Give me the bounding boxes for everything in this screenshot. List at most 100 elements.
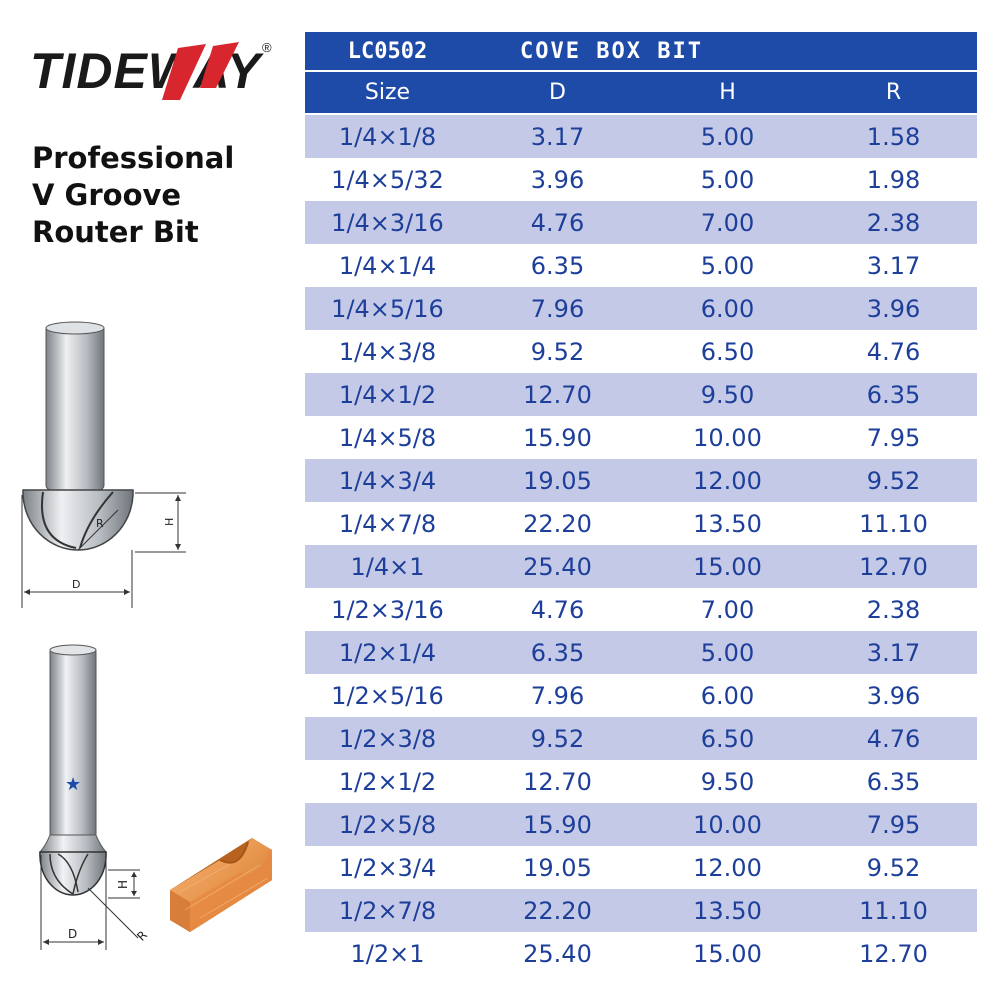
cell-size: 1/2×7/8 <box>305 889 470 932</box>
cell-size: 1/4×3/4 <box>305 459 470 502</box>
cell-d: 3.96 <box>470 158 645 201</box>
cell-h: 13.50 <box>645 502 810 545</box>
cell-d: 9.52 <box>470 330 645 373</box>
table-row: 1/4×1/8 3.17 5.00 1.58 <box>305 114 978 158</box>
table-row: 1/4×5/16 7.96 6.00 3.96 <box>305 287 978 330</box>
cell-d: 3.17 <box>470 114 645 158</box>
table-row: 1/2×1/4 6.35 5.00 3.17 <box>305 631 978 674</box>
cell-r: 7.95 <box>810 803 978 846</box>
cell-h: 7.00 <box>645 588 810 631</box>
cell-size: 1/4×5/32 <box>305 158 470 201</box>
table-row: 1/4×3/4 19.05 12.00 9.52 <box>305 459 978 502</box>
column-header-r: R <box>810 71 978 115</box>
cell-r: 3.96 <box>810 287 978 330</box>
registered-mark: ® <box>262 40 272 55</box>
column-header-size: Size <box>305 71 470 115</box>
wood-cove-profile <box>170 838 272 932</box>
cell-d: 22.20 <box>470 502 645 545</box>
cell-h: 6.00 <box>645 674 810 717</box>
table-row: 1/2×5/16 7.96 6.00 3.96 <box>305 674 978 717</box>
cell-r: 2.38 <box>810 588 978 631</box>
cell-h: 15.00 <box>645 932 810 975</box>
column-header-d: D <box>470 71 645 115</box>
cell-r: 3.17 <box>810 631 978 674</box>
cell-h: 5.00 <box>645 631 810 674</box>
cell-r: 4.76 <box>810 330 978 373</box>
diagram-label-d: D <box>72 578 80 591</box>
cell-h: 5.00 <box>645 158 810 201</box>
product-title: Professional V Groove Router Bit <box>32 140 234 251</box>
cell-r: 12.70 <box>810 932 978 975</box>
cell-d: 4.76 <box>470 201 645 244</box>
cell-d: 4.76 <box>470 588 645 631</box>
cell-size: 1/2×3/4 <box>305 846 470 889</box>
cell-d: 15.90 <box>470 803 645 846</box>
diagram-label-h: H <box>163 518 176 526</box>
column-header-h: H <box>645 71 810 115</box>
title-line-1: Professional <box>32 141 235 175</box>
cell-h: 6.00 <box>645 287 810 330</box>
cell-d: 15.90 <box>470 416 645 459</box>
table-row: 1/2×3/4 19.05 12.00 9.52 <box>305 846 978 889</box>
cell-size: 1/4×5/8 <box>305 416 470 459</box>
cell-size: 1/4×1/8 <box>305 114 470 158</box>
cell-h: 6.50 <box>645 330 810 373</box>
brand-logo: TIDEWAY <box>30 42 290 100</box>
title-line-3: Router Bit <box>32 215 199 249</box>
product-name: COVE BOX BIT <box>470 32 978 72</box>
cell-r: 3.17 <box>810 244 978 287</box>
table-header-row: Size D H R <box>305 71 978 115</box>
cell-r: 3.96 <box>810 674 978 717</box>
cell-d: 6.35 <box>470 631 645 674</box>
cell-size: 1/4×3/16 <box>305 201 470 244</box>
table-row: 1/4×5/8 15.90 10.00 7.95 <box>305 416 978 459</box>
cell-r: 12.70 <box>810 545 978 588</box>
table-row: 1/4×1 25.40 15.00 12.70 <box>305 545 978 588</box>
table-row: 1/2×3/8 9.52 6.50 4.76 <box>305 717 978 760</box>
cell-h: 5.00 <box>645 114 810 158</box>
cell-d: 7.96 <box>470 287 645 330</box>
cell-h: 13.50 <box>645 889 810 932</box>
cell-d: 6.35 <box>470 244 645 287</box>
cell-d: 19.05 <box>470 846 645 889</box>
product-code: LC0502 <box>305 32 470 72</box>
cell-size: 1/4×5/16 <box>305 287 470 330</box>
diagram-label-r: R <box>96 517 104 530</box>
cell-r: 6.35 <box>810 373 978 416</box>
cell-r: 11.10 <box>810 502 978 545</box>
table-row: 1/2×3/16 4.76 7.00 2.38 <box>305 588 978 631</box>
cell-size: 1/2×1/2 <box>305 760 470 803</box>
cell-d: 9.52 <box>470 717 645 760</box>
cell-r: 6.35 <box>810 760 978 803</box>
cell-h: 10.00 <box>645 803 810 846</box>
cell-r: 1.58 <box>810 114 978 158</box>
cell-h: 7.00 <box>645 201 810 244</box>
table-row: 1/4×1/2 12.70 9.50 6.35 <box>305 373 978 416</box>
cell-d: 12.70 <box>470 373 645 416</box>
cell-d: 12.70 <box>470 760 645 803</box>
table-row: 1/4×5/32 3.96 5.00 1.98 <box>305 158 978 201</box>
table-title-row: LC0502 COVE BOX BIT <box>305 32 978 72</box>
router-bit-front-diagram: ★ H D R <box>38 644 150 950</box>
cell-r: 7.95 <box>810 416 978 459</box>
table-row: 1/2×7/8 22.20 13.50 11.10 <box>305 889 978 932</box>
cell-size: 1/2×5/16 <box>305 674 470 717</box>
cell-size: 1/4×1/2 <box>305 373 470 416</box>
cell-size: 1/2×5/8 <box>305 803 470 846</box>
title-line-2: V Groove <box>32 178 182 212</box>
table-row: 1/4×3/16 4.76 7.00 2.38 <box>305 201 978 244</box>
cell-size: 1/4×1/4 <box>305 244 470 287</box>
cell-size: 1/4×7/8 <box>305 502 470 545</box>
cell-d: 25.40 <box>470 545 645 588</box>
cell-d: 25.40 <box>470 932 645 975</box>
cell-h: 12.00 <box>645 846 810 889</box>
cell-h: 10.00 <box>645 416 810 459</box>
cell-h: 9.50 <box>645 373 810 416</box>
table-row: 1/2×1/2 12.70 9.50 6.35 <box>305 760 978 803</box>
cell-size: 1/4×3/8 <box>305 330 470 373</box>
router-bit-side-diagram: R H D <box>21 321 186 608</box>
spec-table: LC0502 COVE BOX BIT Size D H R 1/4×1/8 3.… <box>305 32 978 975</box>
cell-r: 11.10 <box>810 889 978 932</box>
cell-r: 4.76 <box>810 717 978 760</box>
table-row: 1/2×5/8 15.90 10.00 7.95 <box>305 803 978 846</box>
